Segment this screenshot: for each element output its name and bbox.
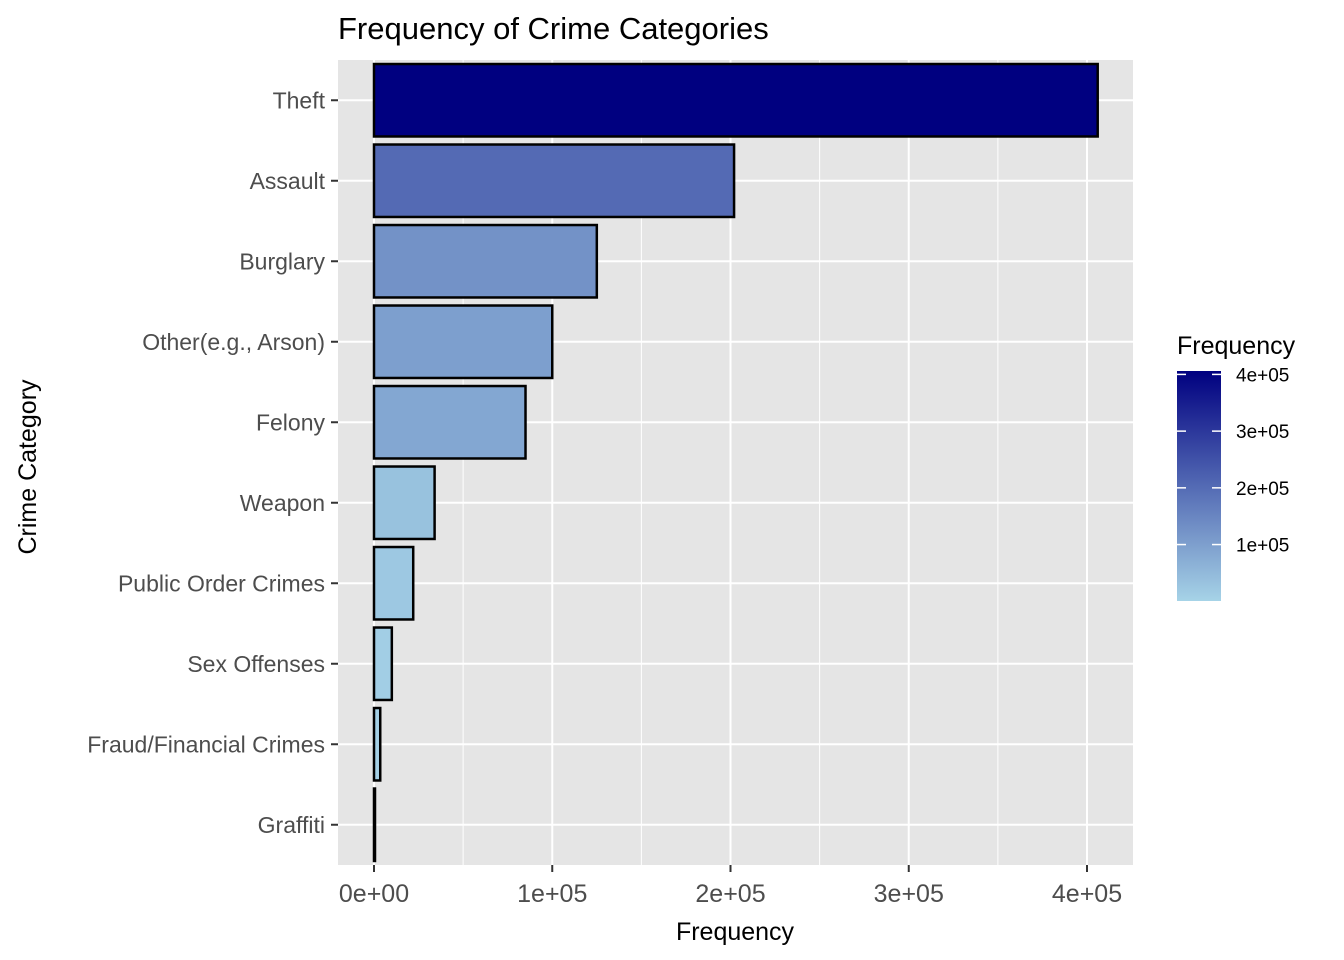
y-axis: Theft Assault Burglary Other(e.g., Arson) Fe…: [87, 87, 338, 838]
chart-title: Frequency of Crime Categories: [338, 11, 769, 46]
legend: Frequency 1e+05 2e+05 3e+05 4e+05: [1177, 332, 1296, 601]
legend-tick-label: 3e+05: [1236, 422, 1289, 443]
x-axis: 0e+00 1e+05 2e+05 3e+05 4e+05: [339, 865, 1122, 908]
x-tick-label: 3e+05: [874, 880, 944, 908]
y-axis-title: Crime Category: [14, 379, 42, 555]
y-tick-label: Graffiti: [258, 812, 325, 838]
y-tick-label: Weapon: [240, 490, 325, 516]
x-tick-label: 0e+00: [339, 880, 409, 908]
x-tick-label: 1e+05: [517, 880, 587, 908]
bar: [372, 706, 382, 782]
y-tick-label: Theft: [273, 87, 326, 113]
legend-tick-label: 1e+05: [1236, 536, 1289, 557]
x-tick-label: 4e+05: [1052, 880, 1122, 908]
bars: [372, 62, 1099, 863]
bar: [372, 304, 554, 380]
bar: [372, 465, 436, 541]
bar: [372, 626, 394, 702]
y-tick-label: Public Order Crimes: [118, 570, 325, 596]
bar: [372, 143, 736, 219]
bar: [372, 545, 415, 621]
y-tick-label: Assault: [250, 168, 326, 194]
x-tick-label: 2e+05: [695, 880, 765, 908]
y-tick-label: Sex Offenses: [187, 651, 325, 677]
bar: [372, 62, 1099, 138]
bar: [372, 223, 599, 299]
legend-tick-label: 4e+05: [1236, 365, 1289, 386]
legend-title: Frequency: [1177, 332, 1296, 360]
x-axis-title: Frequency: [676, 918, 795, 946]
y-tick-label: Felony: [256, 409, 326, 435]
y-tick-label: Burglary: [239, 248, 325, 274]
legend-colorbar: [1177, 371, 1221, 601]
legend-tick-label: 2e+05: [1236, 479, 1289, 500]
y-tick-label: Other(e.g., Arson): [142, 329, 325, 355]
y-tick-label: Fraud/Financial Crimes: [87, 731, 325, 757]
legend-ticks: 1e+05 2e+05 3e+05 4e+05: [1177, 365, 1289, 557]
bar: [372, 787, 377, 863]
bar: [372, 384, 527, 460]
